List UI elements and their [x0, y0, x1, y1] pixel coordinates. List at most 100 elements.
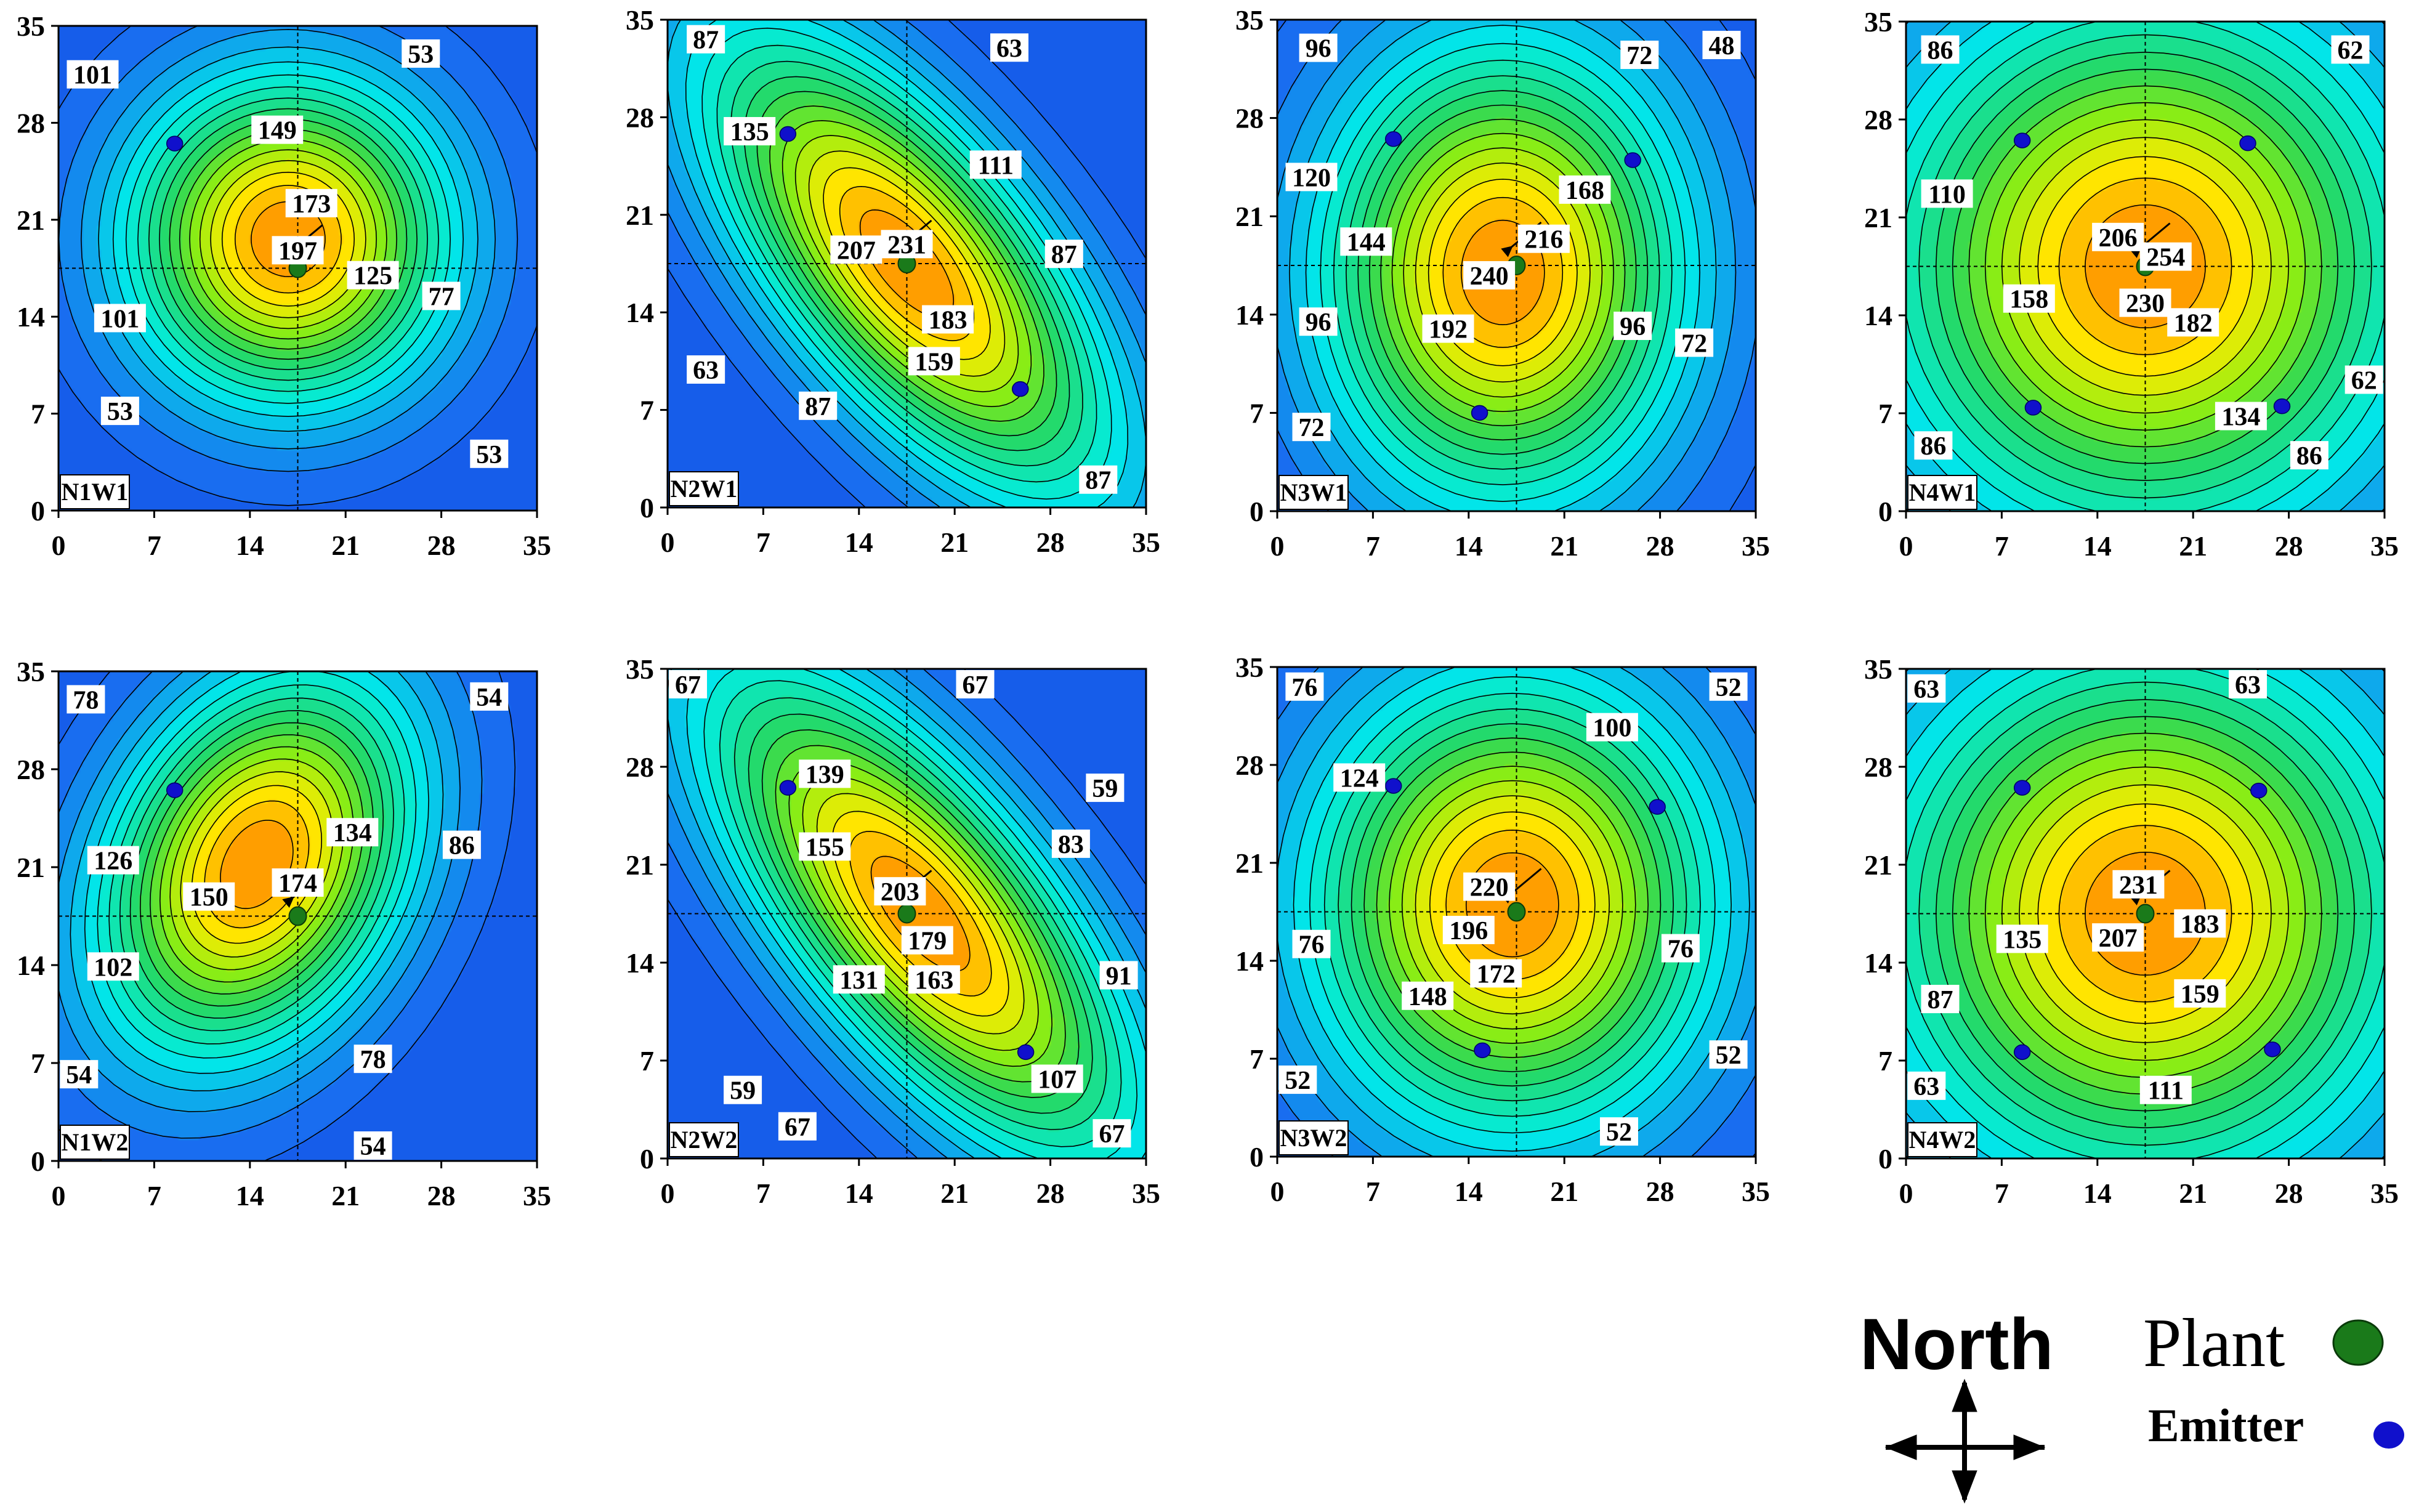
y-tick-label: 21	[1864, 202, 1892, 233]
contour-value-label: 72	[1626, 42, 1652, 70]
contour-line	[1442, 196, 1564, 348]
contour-label-box	[874, 877, 926, 906]
contour-value-label: 86	[2296, 442, 2322, 471]
contour-value-label: 87	[805, 393, 831, 421]
contour-label-box	[326, 818, 379, 847]
contour-label-box	[2139, 242, 2192, 271]
panel-name-box	[60, 1125, 130, 1160]
contour-label-box	[1402, 981, 1454, 1010]
emitter-point	[2273, 398, 2291, 414]
contour-value-label: 231	[2119, 871, 2158, 900]
x-tick-label: 0	[52, 1180, 66, 1211]
contour-line	[59, 671, 483, 1139]
contour-line	[1351, 723, 1674, 1087]
y-tick-label: 28	[1235, 103, 1264, 134]
panel-title: N1W1	[62, 478, 129, 506]
contour-value-label: 158	[2009, 286, 2048, 314]
x-tick-label: 14	[845, 527, 873, 558]
contour-value-label: 135	[730, 118, 769, 147]
contour-value-label: 183	[929, 307, 967, 335]
y-tick-label: 0	[1250, 496, 1264, 527]
contour-value-label: 72	[1299, 414, 1325, 442]
contour-line	[668, 20, 1146, 507]
contour-value-label: 63	[996, 34, 1022, 63]
contour-value-label: 53	[107, 398, 133, 426]
contour-label-box	[2003, 284, 2055, 313]
contour-value-label: 124	[1340, 764, 1379, 793]
contour-value-label: 131	[839, 966, 878, 995]
contour-line	[756, 91, 1057, 437]
contour-panel: 0 7 14 21 28 35 0 7 14 21 28 35 78 54 134 86 126 174 150 10…	[17, 656, 551, 1211]
x-tick-label: 35	[523, 1180, 551, 1211]
x-tick-label: 14	[1455, 530, 1483, 562]
contour-line	[668, 20, 1146, 507]
x-tick-label: 35	[1742, 530, 1770, 562]
contour-line	[84, 671, 429, 1074]
contour-line	[849, 831, 992, 997]
contour-value-label: 53	[408, 41, 434, 69]
contour-line	[668, 669, 1146, 1158]
contour-value-label: 172	[1477, 960, 1516, 988]
contour-value-label: 101	[73, 62, 112, 90]
panel-name-box	[669, 1122, 739, 1157]
contour-value-label: 86	[449, 832, 475, 860]
contour-line	[831, 811, 1009, 1017]
contour-value-label: 62	[2338, 36, 2364, 65]
contour-line	[1465, 852, 1559, 958]
contour-value-label: 67	[963, 671, 988, 700]
x-tick-label: 14	[2083, 1178, 2112, 1209]
contour-label-box	[669, 670, 707, 698]
contour-line	[59, 26, 537, 506]
emitter-point	[2250, 782, 2268, 799]
contour-value-label: 78	[73, 686, 99, 714]
y-tick-label: 21	[17, 204, 45, 236]
contour-value-label: 101	[100, 305, 139, 333]
contour-label-box	[1921, 179, 1973, 208]
contour-line	[1391, 132, 1615, 413]
contour-label-box	[470, 682, 509, 711]
contour-line	[839, 185, 975, 342]
contour-value-label: 63	[693, 357, 719, 385]
contour-value-label: 179	[908, 928, 947, 956]
contour-value-label: 125	[353, 262, 392, 291]
contour-line	[794, 135, 1019, 392]
x-tick-label: 28	[2275, 1178, 2303, 1209]
plant-point	[288, 906, 307, 926]
y-tick-label: 28	[1864, 104, 1892, 135]
contour-line	[743, 76, 1070, 451]
contour-line	[1346, 75, 1660, 470]
contour-line	[1906, 22, 2385, 511]
panel-name-box	[1278, 475, 1349, 510]
emitter-point	[1017, 1044, 1035, 1061]
x-tick-label: 7	[147, 530, 161, 561]
contour-line	[1918, 681, 2372, 1146]
x-tick-label: 35	[1742, 1176, 1770, 1207]
contour-label-box	[922, 305, 974, 334]
contour-label-box	[1292, 929, 1331, 958]
emitter-marker-icon	[2373, 1421, 2404, 1449]
emitter-point	[2013, 132, 2031, 148]
contour-line	[802, 776, 1039, 1051]
x-tick-label: 28	[2275, 530, 2303, 562]
contour-line	[1320, 42, 1686, 503]
contour-value-label: 254	[2146, 244, 2185, 272]
contour-value-label: 62	[2351, 366, 2377, 395]
contour-line	[668, 669, 1146, 1158]
y-tick-label: 28	[17, 754, 45, 785]
panel-title: N4W2	[1909, 1126, 1976, 1154]
y-tick-label: 14	[1235, 945, 1264, 977]
contour-line	[668, 20, 1146, 507]
x-tick-label: 28	[1036, 1178, 1065, 1209]
contour-label-box	[347, 261, 399, 289]
x-tick-label: 7	[1366, 530, 1380, 562]
x-tick-label: 7	[1995, 530, 2009, 562]
y-tick-label: 0	[640, 1143, 654, 1174]
contour-value-label: 107	[1038, 1066, 1076, 1094]
panel-name-box	[1278, 1120, 1349, 1155]
contour-label-box	[799, 759, 851, 788]
x-tick-label: 0	[1899, 1178, 1913, 1209]
contour-line	[716, 44, 1097, 483]
contour-value-label: 139	[806, 761, 844, 789]
contour-value-label: 240	[1470, 262, 1509, 291]
